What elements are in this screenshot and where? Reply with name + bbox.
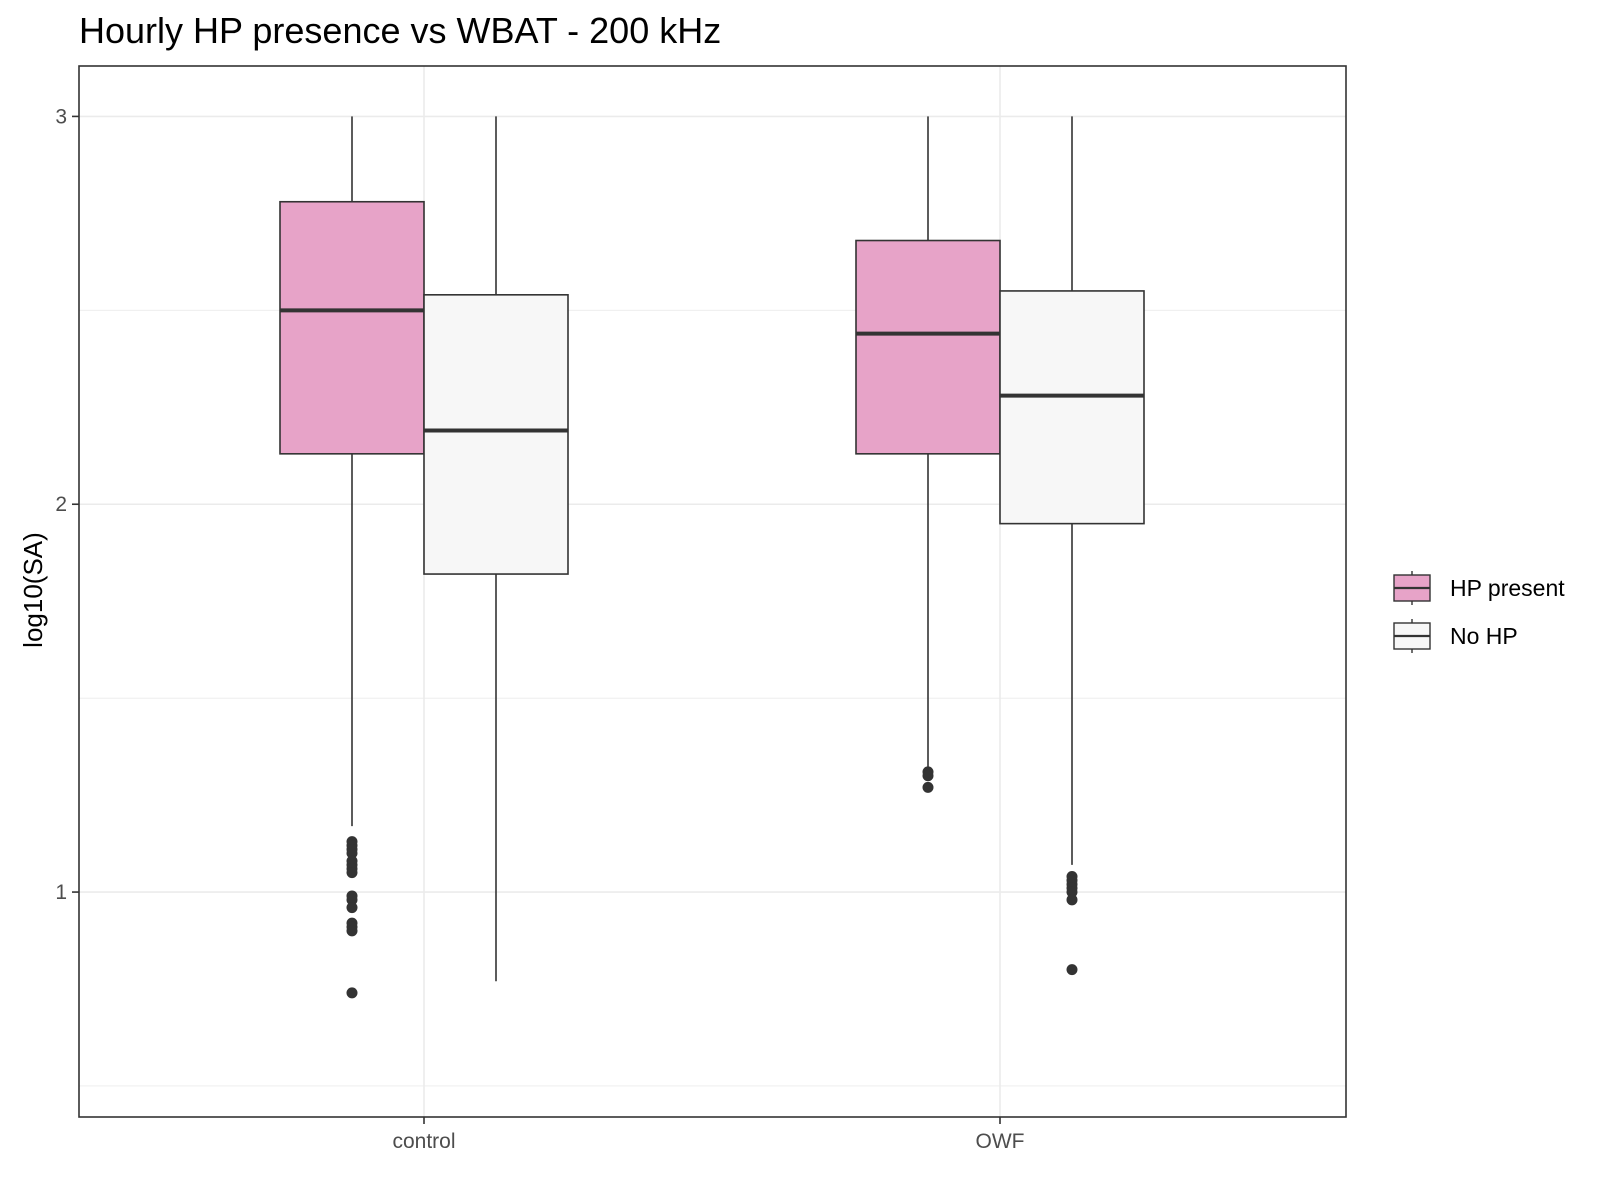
outlier-point	[346, 987, 358, 999]
box-owf-hp-present	[855, 116, 1001, 793]
panel-fill	[79, 66, 1346, 1117]
outlier-point	[346, 847, 358, 859]
outlier-point	[346, 902, 358, 914]
boxes-layer	[279, 116, 1145, 999]
outlier-point	[1066, 894, 1078, 906]
panel-border-rect	[78, 65, 1347, 1118]
y-tick-label: 3	[55, 105, 67, 128]
box-iqr	[855, 239, 1001, 455]
legend-item-hp-present: HP present	[1393, 571, 1565, 605]
box-control-no-hp	[423, 116, 569, 982]
legend-label: HP present	[1450, 575, 1565, 601]
outlier-point	[1066, 886, 1078, 898]
axes-layer: 1 2 3 control OWF	[55, 105, 1024, 1153]
y-axis-label: log10(SA)	[18, 532, 48, 648]
y-tick-label: 1	[55, 881, 67, 904]
plot-panel-border	[78, 65, 1347, 1118]
outlier-point	[922, 781, 934, 793]
outlier-point	[346, 894, 358, 906]
plot-panel-background	[79, 66, 1346, 1117]
box-owf-no-hp	[999, 116, 1145, 976]
outlier-point	[922, 770, 934, 782]
x-tick-label: OWF	[976, 1130, 1025, 1153]
box-iqr	[999, 290, 1145, 525]
legend-label: No HP	[1450, 623, 1518, 649]
box-iqr	[423, 294, 569, 575]
y-tick-label: 2	[55, 493, 67, 516]
outlier-point	[1066, 964, 1078, 976]
legend-item-no-hp: No HP	[1393, 619, 1518, 653]
outlier-point	[346, 925, 358, 937]
outlier-point	[346, 867, 358, 879]
legend: HP present No HP	[1393, 571, 1565, 653]
box-iqr	[279, 200, 425, 455]
x-tick-label: control	[392, 1130, 455, 1153]
chart-title: Hourly HP presence vs WBAT - 200 kHz	[79, 10, 721, 51]
box-control-hp-present	[279, 116, 425, 999]
